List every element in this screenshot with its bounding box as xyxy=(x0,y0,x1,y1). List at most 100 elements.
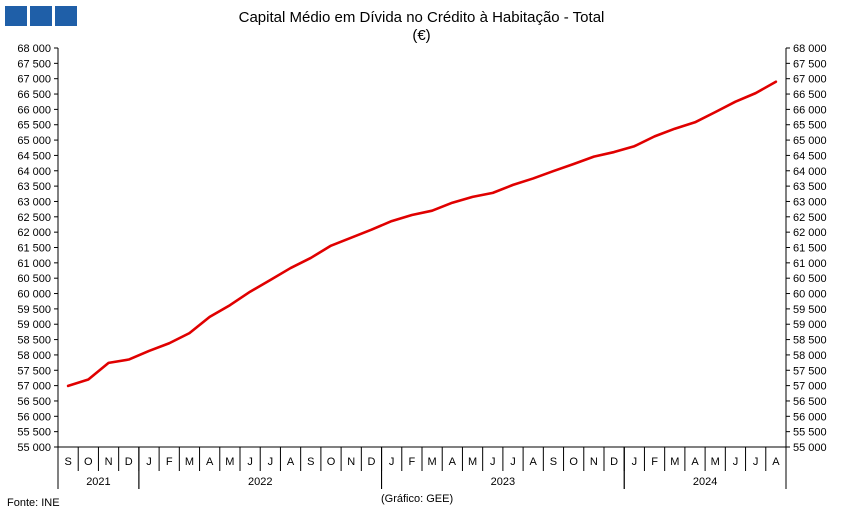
x-month-label: N xyxy=(347,456,355,468)
x-month-label: M xyxy=(185,456,194,468)
logo-block-1 xyxy=(5,6,27,26)
x-month-label: J xyxy=(146,456,152,468)
y-tick-label-right: 65 000 xyxy=(793,135,827,147)
y-tick-label-left: 55 500 xyxy=(17,427,51,439)
y-tick-label-right: 57 000 xyxy=(793,381,827,393)
x-year-label: 2022 xyxy=(248,476,272,488)
y-tick-label-left: 61 000 xyxy=(17,258,51,270)
x-year-label: 2023 xyxy=(491,476,515,488)
x-month-label: F xyxy=(166,456,173,468)
x-month-label: S xyxy=(64,456,71,468)
x-month-label: F xyxy=(409,456,416,468)
x-month-label: D xyxy=(367,456,375,468)
y-tick-label-right: 67 500 xyxy=(793,58,827,70)
logo-block-2 xyxy=(30,6,52,26)
x-month-label: N xyxy=(590,456,598,468)
x-month-label: J xyxy=(632,456,638,468)
y-tick-label-right: 67 000 xyxy=(793,74,827,86)
y-tick-label-right: 57 500 xyxy=(793,365,827,377)
x-month-label: A xyxy=(449,456,457,468)
x-month-label: M xyxy=(711,456,720,468)
y-tick-label-right: 61 500 xyxy=(793,243,827,255)
y-tick-label-left: 60 500 xyxy=(17,273,51,285)
chart-title: Capital Médio em Dívida no Crédito à Hab… xyxy=(238,9,605,26)
x-month-label: O xyxy=(84,456,93,468)
x-month-label: J xyxy=(490,456,496,468)
y-tick-label-left: 62 500 xyxy=(17,212,51,224)
y-tick-label-left: 65 000 xyxy=(17,135,51,147)
y-tick-label-left: 63 500 xyxy=(17,181,51,193)
y-tick-label-right: 60 500 xyxy=(793,273,827,285)
y-tick-label-right: 59 500 xyxy=(793,304,827,316)
x-year-label: 2021 xyxy=(86,476,110,488)
x-month-label: A xyxy=(772,456,780,468)
credit-label: (Gráfico: GEE) xyxy=(381,493,454,505)
y-tick-label-left: 56 500 xyxy=(17,396,51,408)
x-month-label: J xyxy=(510,456,516,468)
y-tick-label-left: 60 000 xyxy=(17,289,51,301)
y-tick-label-left: 59 000 xyxy=(17,319,51,331)
x-month-label: J xyxy=(268,456,274,468)
x-month-label: M xyxy=(428,456,437,468)
y-tick-label-left: 68 000 xyxy=(17,43,51,55)
y-tick-label-right: 60 000 xyxy=(793,289,827,301)
x-month-label: M xyxy=(225,456,234,468)
ine-logo xyxy=(5,6,77,26)
y-tick-label-right: 56 000 xyxy=(793,411,827,423)
y-tick-label-right: 58 000 xyxy=(793,350,827,362)
y-tick-label-left: 58 500 xyxy=(17,335,51,347)
y-tick-label-right: 65 500 xyxy=(793,120,827,132)
y-tick-label-right: 63 500 xyxy=(793,181,827,193)
x-month-label: O xyxy=(569,456,578,468)
y-tick-label-left: 55 000 xyxy=(17,442,51,454)
source-label: Fonte: INE xyxy=(7,497,60,509)
y-tick-label-left: 67 000 xyxy=(17,74,51,86)
y-tick-label-right: 56 500 xyxy=(793,396,827,408)
x-year-label: 2024 xyxy=(693,476,717,488)
y-tick-label-right: 58 500 xyxy=(793,335,827,347)
y-tick-label-right: 59 000 xyxy=(793,319,827,331)
y-tick-label-right: 68 000 xyxy=(793,43,827,55)
y-tick-label-right: 62 000 xyxy=(793,227,827,239)
x-month-label: M xyxy=(670,456,679,468)
y-tick-label-left: 65 500 xyxy=(17,120,51,132)
y-tick-label-left: 58 000 xyxy=(17,350,51,362)
logo-block-3 xyxy=(55,6,77,26)
y-tick-label-right: 66 500 xyxy=(793,89,827,101)
y-tick-label-right: 61 000 xyxy=(793,258,827,270)
x-month-label: M xyxy=(468,456,477,468)
x-month-label: J xyxy=(389,456,395,468)
y-tick-label-right: 62 500 xyxy=(793,212,827,224)
x-month-label: A xyxy=(530,456,538,468)
x-month-label: S xyxy=(307,456,314,468)
x-month-label: J xyxy=(753,456,759,468)
y-tick-label-right: 55 000 xyxy=(793,442,827,454)
y-tick-label-left: 57 000 xyxy=(17,381,51,393)
y-tick-label-left: 64 500 xyxy=(17,150,51,162)
y-tick-label-left: 57 500 xyxy=(17,365,51,377)
x-month-label: J xyxy=(733,456,739,468)
y-tick-label-left: 64 000 xyxy=(17,166,51,178)
x-month-label: J xyxy=(247,456,253,468)
y-tick-label-left: 56 000 xyxy=(17,411,51,423)
y-tick-label-left: 62 000 xyxy=(17,227,51,239)
y-tick-label-left: 67 500 xyxy=(17,58,51,70)
y-tick-label-right: 63 000 xyxy=(793,196,827,208)
y-tick-label-right: 66 000 xyxy=(793,104,827,116)
y-tick-label-left: 66 000 xyxy=(17,104,51,116)
x-month-label: D xyxy=(125,456,133,468)
y-tick-label-left: 61 500 xyxy=(17,243,51,255)
x-month-label: A xyxy=(691,456,699,468)
x-month-label: D xyxy=(610,456,618,468)
x-month-label: A xyxy=(287,456,295,468)
y-tick-label-left: 63 000 xyxy=(17,196,51,208)
x-month-label: A xyxy=(206,456,214,468)
y-tick-label-right: 64 000 xyxy=(793,166,827,178)
x-month-label: F xyxy=(651,456,658,468)
x-month-label: S xyxy=(550,456,557,468)
series-line xyxy=(66,80,778,388)
y-tick-label-right: 55 500 xyxy=(793,427,827,439)
y-tick-label-right: 64 500 xyxy=(793,150,827,162)
x-month-label: O xyxy=(327,456,336,468)
